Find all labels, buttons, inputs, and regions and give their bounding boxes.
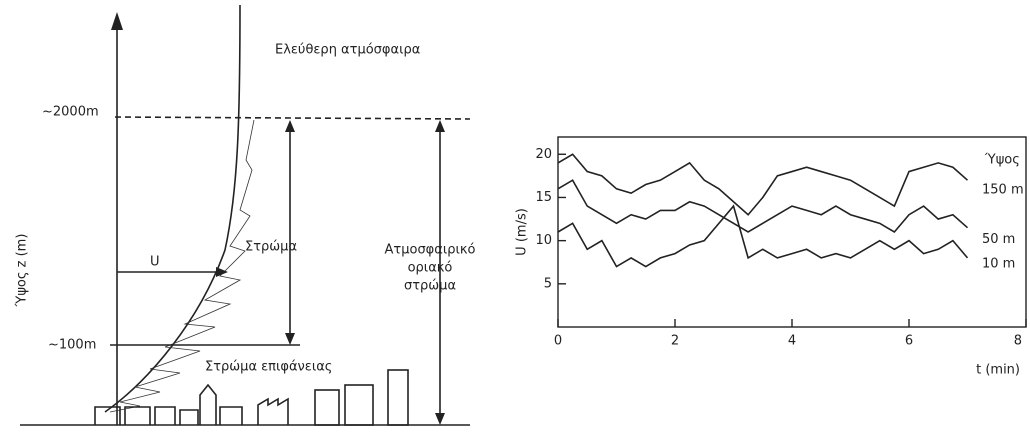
top-height: ~2000m <box>42 105 99 120</box>
x-tick-label: 6 <box>905 334 913 349</box>
arrow-head <box>285 333 295 345</box>
plot-frame <box>558 137 1026 327</box>
building <box>388 370 408 425</box>
y-axis-label: U (m/s) <box>515 208 530 256</box>
series-line <box>558 180 968 232</box>
y-tick-label: 20 <box>535 147 552 162</box>
y-tick-label: 10 <box>535 233 552 248</box>
abl-label: Ατμοσφαιρικό <box>385 243 476 258</box>
series-label: 150 m <box>982 183 1024 198</box>
y-axis-label: Ύψος z (m) <box>15 234 30 308</box>
arrow-head <box>216 267 228 277</box>
abl-label: στρώμα <box>404 279 456 294</box>
arrow-head <box>435 120 445 132</box>
x-tick-label: 8 <box>1014 334 1022 349</box>
building <box>315 390 339 425</box>
series-label: 50 m <box>982 232 1015 247</box>
x-tick-label: 0 <box>554 334 562 349</box>
arrow-head <box>285 120 295 132</box>
building <box>345 385 373 425</box>
free-atmosphere: Ελεύθερη ατμόσφαιρα <box>275 43 420 58</box>
wind-label: U <box>150 255 160 270</box>
y-tick-label: 15 <box>535 190 552 205</box>
page: {"diagram": {"free_atmosphere": "Ελεύθερ… <box>0 0 1030 434</box>
surface-height: ~100m <box>48 338 96 353</box>
surface-layer-label: Στρώμα επιφάνειας <box>205 360 332 375</box>
arrow-head <box>111 12 123 30</box>
x-tick-label: 2 <box>671 334 679 349</box>
series-label: 10 m <box>982 256 1015 271</box>
figure: Ελεύθερη ατμόσφαιρα ~2000m ~100m Ύψος z … <box>0 0 1030 434</box>
boundary-layer-diagram: Ελεύθερη ατμόσφαιρα ~2000m ~100m Ύψος z … <box>15 5 476 425</box>
abl-label: οριακό <box>408 261 453 276</box>
wind-profile <box>105 5 240 412</box>
buildings <box>95 385 288 425</box>
layer-label: Στρώμα <box>245 240 297 255</box>
x-axis-label: t (min) <box>976 363 1020 378</box>
series-line <box>558 154 968 214</box>
arrow-head <box>435 413 445 425</box>
series-line <box>558 206 968 266</box>
top-line <box>115 117 470 119</box>
legend-title: Ύψος <box>984 153 1020 168</box>
chart: 5 10 15 20 0 2 4 6 8 150 m 50 m 10 m <box>535 147 1026 349</box>
x-tick-label: 4 <box>788 334 796 349</box>
y-tick-label: 5 <box>544 276 552 291</box>
